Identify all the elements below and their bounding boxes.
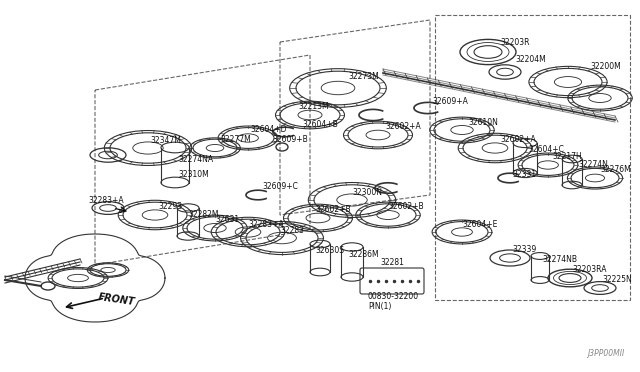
Text: 32339: 32339 — [512, 245, 536, 254]
Text: 32217H: 32217H — [552, 152, 582, 161]
Text: 32630S: 32630S — [315, 246, 344, 255]
Text: 32609+C: 32609+C — [262, 182, 298, 191]
Text: 32283+A: 32283+A — [248, 220, 284, 229]
Text: 32282M: 32282M — [188, 210, 218, 219]
Text: 32604+E: 32604+E — [462, 220, 497, 229]
Text: 32631: 32631 — [215, 215, 239, 224]
Text: 32200M: 32200M — [590, 62, 621, 71]
Text: 32277M: 32277M — [220, 135, 251, 144]
Text: 32604+B: 32604+B — [302, 120, 338, 129]
Text: 32609+B: 32609+B — [272, 135, 308, 144]
Text: 32203RA: 32203RA — [572, 265, 607, 274]
Text: 32203R: 32203R — [500, 38, 529, 47]
Text: 32310M: 32310M — [178, 170, 209, 179]
Text: 32300N: 32300N — [352, 188, 382, 197]
Text: 32602+B: 32602+B — [315, 205, 351, 214]
Text: FRONT: FRONT — [98, 292, 136, 308]
Text: 32602+A: 32602+A — [385, 122, 420, 131]
Text: 32602+A: 32602+A — [500, 135, 536, 144]
Text: 32274N: 32274N — [578, 160, 608, 169]
Text: 32274NB: 32274NB — [542, 255, 577, 264]
Text: 32283+A: 32283+A — [88, 196, 124, 205]
Text: 32204M: 32204M — [515, 55, 546, 64]
Text: 32281: 32281 — [380, 258, 404, 267]
Text: J3PP00MII: J3PP00MII — [588, 349, 625, 358]
Text: 32213M: 32213M — [298, 102, 328, 111]
Text: 32276M: 32276M — [600, 165, 631, 174]
Text: 00830-32200
PIN(1): 00830-32200 PIN(1) — [368, 292, 419, 311]
Text: 32610N: 32610N — [468, 118, 498, 127]
Text: 32293: 32293 — [158, 202, 182, 211]
Text: 32286M: 32286M — [348, 250, 379, 259]
Text: 32602+B: 32602+B — [388, 202, 424, 211]
Text: 32604+D: 32604+D — [250, 125, 287, 134]
Text: 32283: 32283 — [280, 226, 304, 235]
Text: 32604+C: 32604+C — [528, 145, 564, 154]
Text: 32225N: 32225N — [602, 275, 632, 284]
Text: 32273M: 32273M — [348, 72, 379, 81]
Text: 32347M: 32347M — [150, 136, 181, 145]
Text: 32274NA: 32274NA — [178, 155, 213, 164]
Text: 32609+A: 32609+A — [432, 97, 468, 106]
Text: 32331: 32331 — [512, 170, 536, 179]
